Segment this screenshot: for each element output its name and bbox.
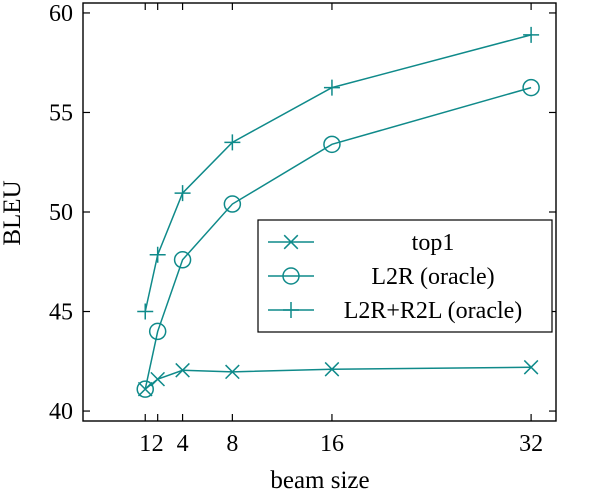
legend-item: top1 — [268, 230, 454, 256]
plot-frame — [82, 2, 557, 422]
series-line — [144, 86, 532, 390]
x-axis-title: beam size — [270, 467, 369, 494]
x-tick-label: 32 — [519, 431, 543, 457]
legend-item: L2R+R2L (oracle) — [268, 298, 522, 324]
legend-label: L2R (oracle) — [371, 264, 494, 290]
plot-marks — [136, 26, 540, 398]
series-line — [144, 366, 532, 390]
data-point — [137, 381, 153, 397]
x-tick-label: 16 — [320, 431, 344, 457]
data-point — [149, 246, 166, 263]
legend-marker — [282, 267, 300, 285]
legend-marker — [283, 302, 299, 318]
series-line — [144, 34, 532, 312]
x-tick-label: 1 — [139, 431, 151, 457]
data-point — [175, 362, 190, 378]
data-point — [523, 359, 539, 375]
data-point — [323, 135, 341, 154]
data-point — [522, 78, 540, 97]
series-l2r-oracle- — [136, 78, 540, 398]
y-tick-label: 55 — [49, 100, 73, 126]
axis-ticks: 1 2 4 8 16 32 40 45 50 55 60 — [49, 1, 556, 457]
data-point — [137, 303, 154, 320]
data-point — [174, 185, 191, 202]
series-l2r-r2l-oracle- — [137, 26, 540, 320]
data-point — [150, 371, 166, 387]
series-top1 — [137, 359, 539, 397]
legend-label: L2R+R2L (oracle) — [344, 298, 523, 324]
data-point — [148, 322, 167, 341]
legend-marker — [283, 234, 299, 250]
data-point — [223, 195, 242, 213]
data-point — [225, 364, 240, 380]
y-tick-label: 45 — [49, 300, 73, 326]
legend: top1 L2R (oracle) L2R+R2L (oracle) — [257, 219, 553, 333]
x-tick-label: 2 — [152, 431, 164, 457]
data-point — [136, 380, 154, 398]
y-tick-label: 40 — [49, 399, 73, 425]
legend-item: L2R (oracle) — [268, 264, 495, 290]
x-tick-label: 4 — [177, 431, 189, 457]
x-tick-label: 8 — [226, 431, 238, 457]
data-point — [324, 361, 340, 377]
legend-label: top1 — [412, 230, 455, 256]
data-point — [173, 251, 192, 269]
legend-box — [257, 219, 553, 333]
y-tick-label: 60 — [49, 1, 73, 27]
y-axis-title: BLEU — [0, 180, 26, 245]
data-point — [523, 26, 540, 43]
y-tick-label: 50 — [49, 200, 73, 226]
data-point — [323, 79, 340, 96]
data-point — [224, 134, 241, 151]
